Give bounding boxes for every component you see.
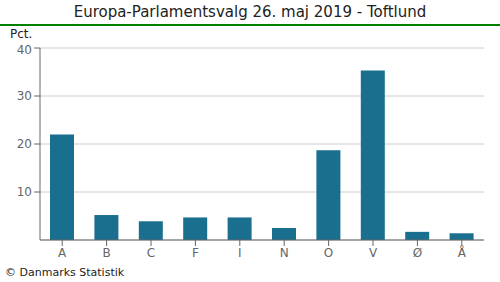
svg-text:F: F [192, 246, 199, 260]
html-text:Europa-Parlamentsvalg 26. maj: Europa-Parlamentsvalg 26. maj 2019 - Tof… [73, 3, 427, 21]
svg-text:N: N [280, 246, 289, 260]
svg-text:C: C [147, 246, 155, 260]
svg-text:O: O [324, 246, 333, 260]
svg-text:30: 30 [17, 89, 32, 103]
svg-text:I: I [238, 246, 242, 260]
svg-text:10: 10 [17, 185, 32, 199]
svg-text:V: V [369, 246, 378, 260]
svg-text:Å: Å [458, 245, 467, 260]
html-text:© Danmarks Statistik: © Danmarks Statistik [5, 266, 125, 279]
svg-text:A: A [58, 246, 67, 260]
svg-text:B: B [102, 246, 110, 260]
html-text:Pct.: Pct. [10, 27, 33, 41]
svg-text:40: 40 [17, 43, 32, 57]
svg-text:Ø: Ø [413, 246, 422, 260]
svg-text:20: 20 [17, 137, 32, 151]
